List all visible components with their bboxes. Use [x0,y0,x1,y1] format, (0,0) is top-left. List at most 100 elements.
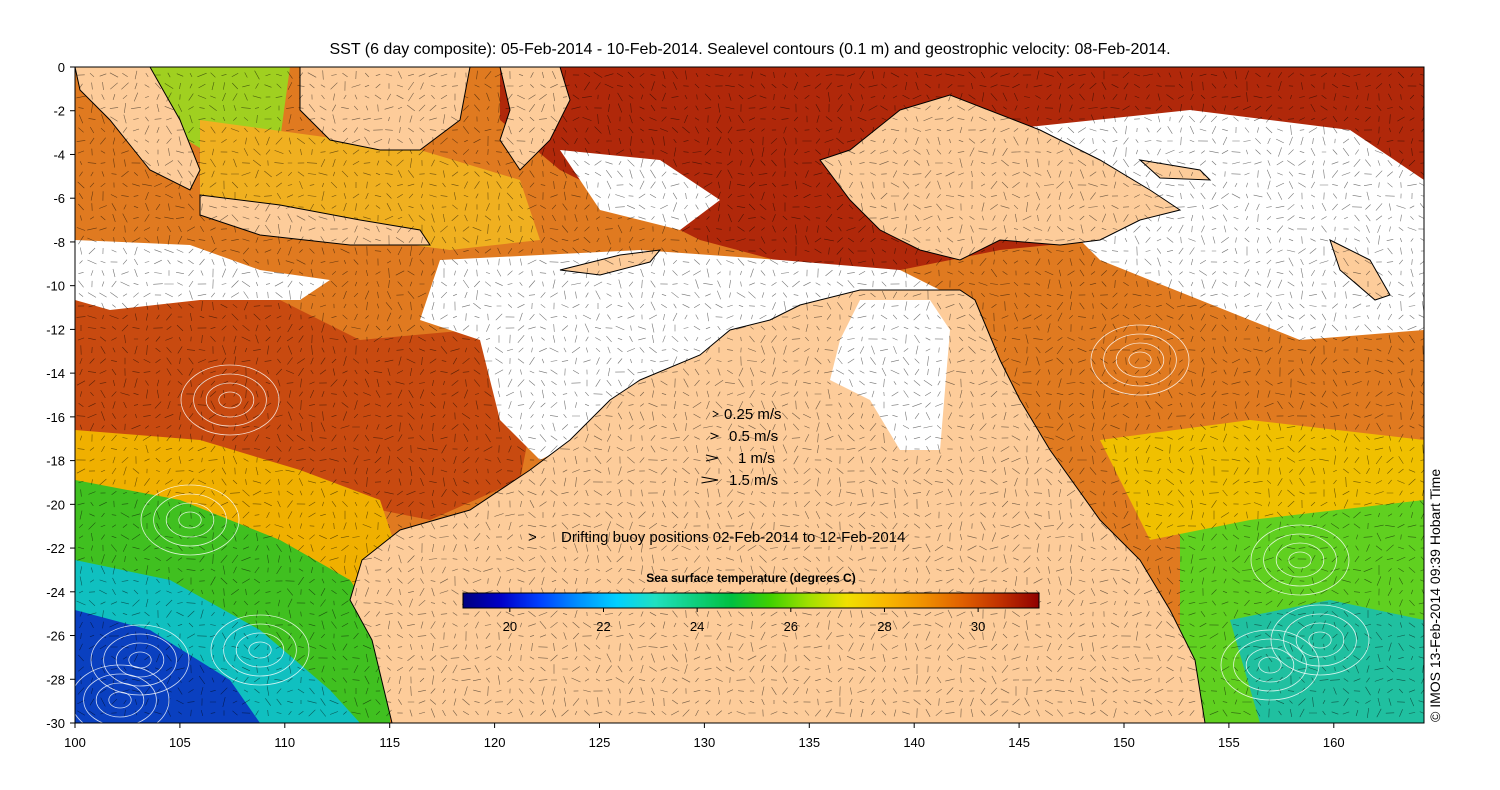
sealevel-contour [1128,351,1152,369]
sealevel-contour [103,633,177,687]
colorbar-tick-label: 28 [877,619,891,634]
sealevel-contour [178,511,202,529]
lon-tick-label: 145 [1008,735,1030,750]
land-new-britain [1138,159,1212,181]
sealevel-contour [1258,656,1282,674]
sealevel-contour [1270,604,1370,676]
sealevel-contour [90,624,190,696]
lat-tick-label: -24 [46,585,65,600]
sealevel-contour [1250,524,1350,596]
sealevel-contour [140,484,240,556]
lat-tick-label: -14 [46,366,65,381]
colorbar-tick-label: 26 [784,619,798,634]
lon-tick-label: 115 [379,735,400,750]
velocity-legend-arrow [712,410,720,418]
lat-tick-label: -10 [46,279,65,294]
lat-tick-label: -8 [53,235,65,250]
figure-title: SST (6 day composite): 05-Feb-2014 - 10-… [329,41,1170,58]
no-data-north-strip [560,150,720,230]
map-area [75,67,1424,723]
sealevel-contour [1295,622,1345,658]
buoy-legend-label: Drifting buoy positions 02-Feb-2014 to 1… [561,529,905,546]
velocity-legend-label: 1 m/s [738,450,775,467]
lat-tick-label: -30 [46,716,65,731]
lon-tick-label: 135 [798,735,820,750]
sealevel-contour [193,373,267,427]
sealevel-contour [218,391,242,409]
sealevel-contour [1283,613,1357,667]
lon-tick-label: 160 [1323,735,1345,750]
lat-tick-label: -16 [46,410,65,425]
lat-tick-label: -26 [46,629,65,644]
sealevel-contour [1245,647,1295,683]
colorbar-ticks: 20 22 24 26 28 30 [503,608,985,634]
land-borneo [299,67,471,151]
land-new-guinea [819,94,1182,261]
lon-tick-label: 100 [64,735,86,750]
lat-tick-label: -2 [53,104,65,119]
lat-tick-label: -6 [53,191,65,206]
velocity-vectors [76,70,1424,718]
lat-tick-label: -18 [46,454,65,469]
lat-tick-label: -22 [46,541,65,556]
velocity-legend-arrow [710,432,720,440]
sealevel-contour [205,382,255,418]
land-sumatra [75,67,201,191]
sealevel-contour [1308,631,1332,649]
lat-tick-label: -4 [53,147,65,162]
lat-tick-label: -28 [46,672,65,687]
sst-band-yellow-west [75,430,400,600]
land-gulf-of-carpentaria [830,300,950,450]
sealevel-contour [1103,333,1177,387]
lon-tick-label: 150 [1113,735,1135,750]
colorbar-tick-label: 20 [503,619,517,634]
sealevel-contour [1115,342,1165,378]
sealevel-contour [153,493,227,547]
sealevel-contour [75,664,170,723]
land-sulawesi [499,67,571,171]
sealevel-contour [180,364,280,436]
sealevel-contour [1090,324,1190,396]
sst-band-yellow-east [1100,420,1424,540]
map-frame [74,66,1425,724]
lon-tick-label: 105 [169,735,191,750]
latitude-axis: 0 -2 -4 -6 -8 -10 -12 -14 -16 -18 -20 -22 -24 -26 -28 -… [46,60,75,731]
colorbar [462,592,1040,609]
lat-tick-label: -12 [46,322,65,337]
lon-tick-label: 130 [694,735,716,750]
colorbar-tick-label: 30 [971,619,985,634]
velocity-legend-arrow [705,454,719,462]
sealevel-contour [248,641,272,659]
velocity-legend-label: 1.5 m/s [729,472,778,489]
no-data-west [75,240,330,310]
sealevel-contour [165,502,215,538]
sealevel-contour [1263,533,1337,587]
land-australia [349,289,1206,723]
sealevel-contour [1233,638,1307,692]
sealevel-contour [1220,629,1320,701]
lon-tick-label: 155 [1218,735,1240,750]
buoy-legend-symbol: > [528,529,537,546]
lat-tick-label: 0 [58,60,65,75]
lon-tick-label: 110 [274,735,295,750]
velocity-legend-label: 0.25 m/s [724,406,782,423]
velocity-vector-field [76,70,1424,718]
velocity-legend-arrow [701,476,719,484]
sealevel-contour [83,673,157,723]
colorbar-tick-label: 24 [690,619,704,634]
sealevel-contour [235,632,285,668]
land-solomon-islands [1329,239,1391,301]
sealevel-contour [115,642,165,678]
sst-band-blue-sw [75,610,260,723]
colorbar-tick-label: 22 [596,619,610,634]
sealevel-contour [210,614,310,686]
sealevel-contours [75,324,1370,723]
credit-text: © IMOS 13-Feb-2014 09:39 Hobart Time [1427,469,1443,722]
velocity-legend-label: 0.5 m/s [729,428,778,445]
lon-tick-label: 140 [903,735,925,750]
sealevel-contour [1275,542,1325,578]
sealevel-contour [1288,551,1312,569]
velocity-legend: 0.25 m/s 0.5 m/s 1 m/s 1.5 m/s [701,406,782,489]
longitude-axis: 100 105 110 115 120 125 130 135 140 145 150 155 160 [64,723,1345,750]
